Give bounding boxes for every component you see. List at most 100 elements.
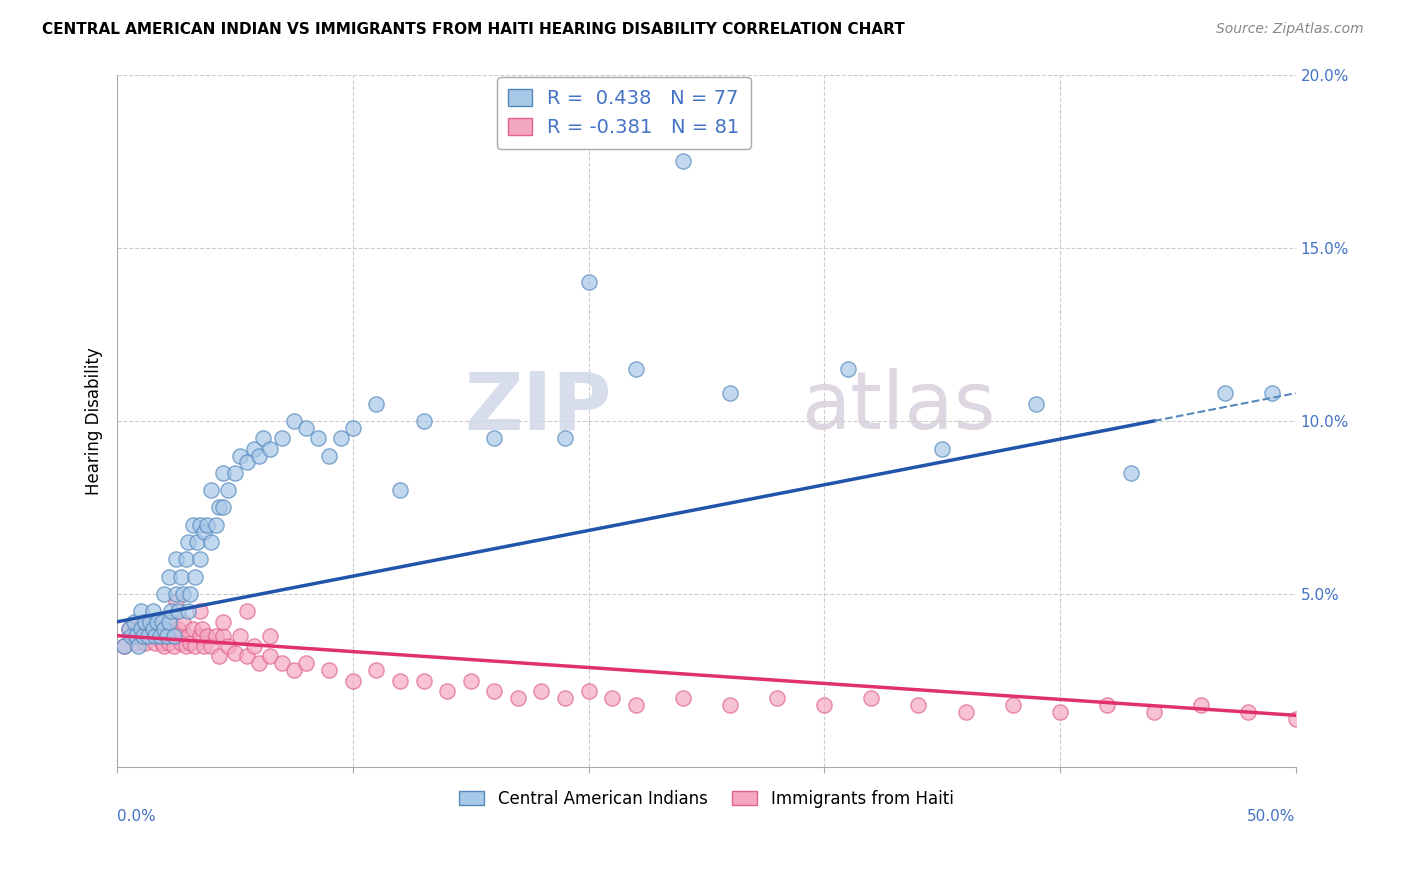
Point <box>157 570 180 584</box>
Point <box>129 622 152 636</box>
Point <box>205 629 228 643</box>
Point <box>174 639 197 653</box>
Point <box>170 570 193 584</box>
Point <box>127 622 149 636</box>
Point <box>718 698 741 712</box>
Point <box>195 517 218 532</box>
Point <box>217 639 239 653</box>
Point <box>146 622 169 636</box>
Point <box>165 587 187 601</box>
Point <box>330 431 353 445</box>
Point <box>1119 466 1142 480</box>
Point <box>132 615 155 629</box>
Point <box>212 466 235 480</box>
Point <box>188 552 211 566</box>
Point <box>342 673 364 688</box>
Point <box>436 684 458 698</box>
Point <box>200 483 222 498</box>
Point <box>229 629 252 643</box>
Point <box>184 570 207 584</box>
Point <box>193 639 215 653</box>
Point <box>366 663 388 677</box>
Point <box>224 646 246 660</box>
Point <box>484 431 506 445</box>
Point <box>156 629 179 643</box>
Point <box>149 629 172 643</box>
Point <box>157 635 180 649</box>
Point <box>150 635 173 649</box>
Point <box>578 276 600 290</box>
Point <box>207 649 229 664</box>
Point <box>136 622 159 636</box>
Point <box>163 639 186 653</box>
Point <box>247 449 270 463</box>
Point <box>139 629 162 643</box>
Point <box>188 629 211 643</box>
Point <box>766 691 789 706</box>
Point <box>136 629 159 643</box>
Point <box>127 639 149 653</box>
Point <box>224 466 246 480</box>
Y-axis label: Hearing Disability: Hearing Disability <box>86 347 103 495</box>
Point <box>139 615 162 629</box>
Point <box>259 629 281 643</box>
Point <box>1213 386 1236 401</box>
Point <box>165 629 187 643</box>
Point <box>412 673 434 688</box>
Point <box>129 629 152 643</box>
Point <box>156 629 179 643</box>
Text: atlas: atlas <box>800 368 995 446</box>
Point <box>1025 396 1047 410</box>
Point <box>200 639 222 653</box>
Point <box>578 684 600 698</box>
Point <box>129 604 152 618</box>
Text: ZIP: ZIP <box>465 368 612 446</box>
Point <box>907 698 929 712</box>
Point <box>931 442 953 456</box>
Point <box>122 615 145 629</box>
Point <box>170 635 193 649</box>
Point <box>181 517 204 532</box>
Point <box>200 535 222 549</box>
Point <box>484 684 506 698</box>
Point <box>243 442 266 456</box>
Point <box>118 622 141 636</box>
Point <box>160 604 183 618</box>
Point <box>153 622 176 636</box>
Point <box>153 587 176 601</box>
Point <box>143 635 166 649</box>
Point <box>184 639 207 653</box>
Point <box>271 431 294 445</box>
Point <box>229 449 252 463</box>
Point <box>860 691 883 706</box>
Point <box>207 500 229 515</box>
Point <box>247 657 270 671</box>
Point <box>1095 698 1118 712</box>
Point <box>212 629 235 643</box>
Point <box>259 442 281 456</box>
Point <box>141 615 163 629</box>
Point <box>153 639 176 653</box>
Point <box>624 698 647 712</box>
Point <box>506 691 529 706</box>
Text: CENTRAL AMERICAN INDIAN VS IMMIGRANTS FROM HAITI HEARING DISABILITY CORRELATION : CENTRAL AMERICAN INDIAN VS IMMIGRANTS FR… <box>42 22 905 37</box>
Point <box>530 684 553 698</box>
Point <box>955 705 977 719</box>
Point <box>188 604 211 618</box>
Point <box>134 615 156 629</box>
Point <box>112 639 135 653</box>
Point <box>181 622 204 636</box>
Point <box>150 615 173 629</box>
Point <box>146 615 169 629</box>
Point <box>1284 712 1306 726</box>
Point <box>188 517 211 532</box>
Point <box>141 622 163 636</box>
Point <box>554 431 576 445</box>
Point <box>1143 705 1166 719</box>
Point <box>179 587 201 601</box>
Point <box>179 635 201 649</box>
Point <box>163 629 186 643</box>
Point <box>259 649 281 664</box>
Point <box>193 524 215 539</box>
Point <box>172 615 194 629</box>
